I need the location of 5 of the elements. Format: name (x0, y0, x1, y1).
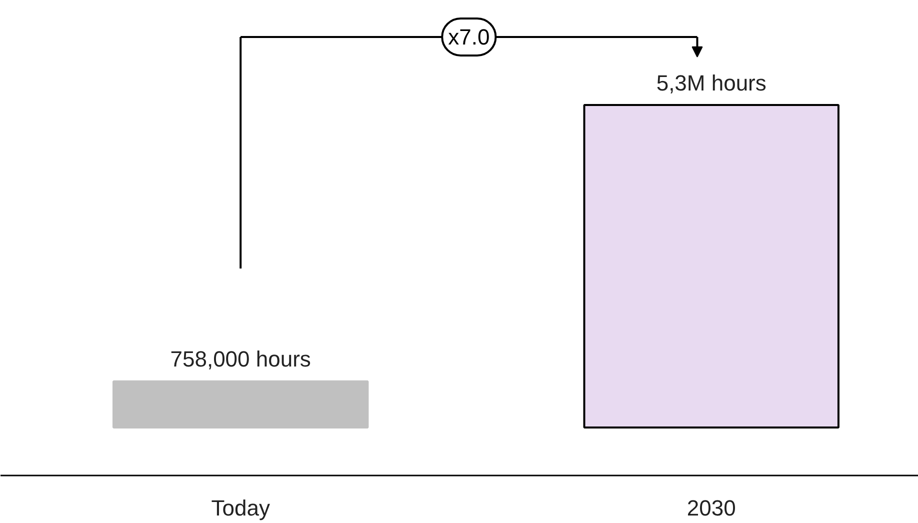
text: x7.0 (448, 24, 490, 50)
x-tick-label: 2030 (686, 496, 736, 520)
x-tick-label: Today (211, 496, 270, 520)
data-label: 5,3M hours (656, 70, 766, 96)
data-label: 758,000 hours (170, 346, 311, 372)
